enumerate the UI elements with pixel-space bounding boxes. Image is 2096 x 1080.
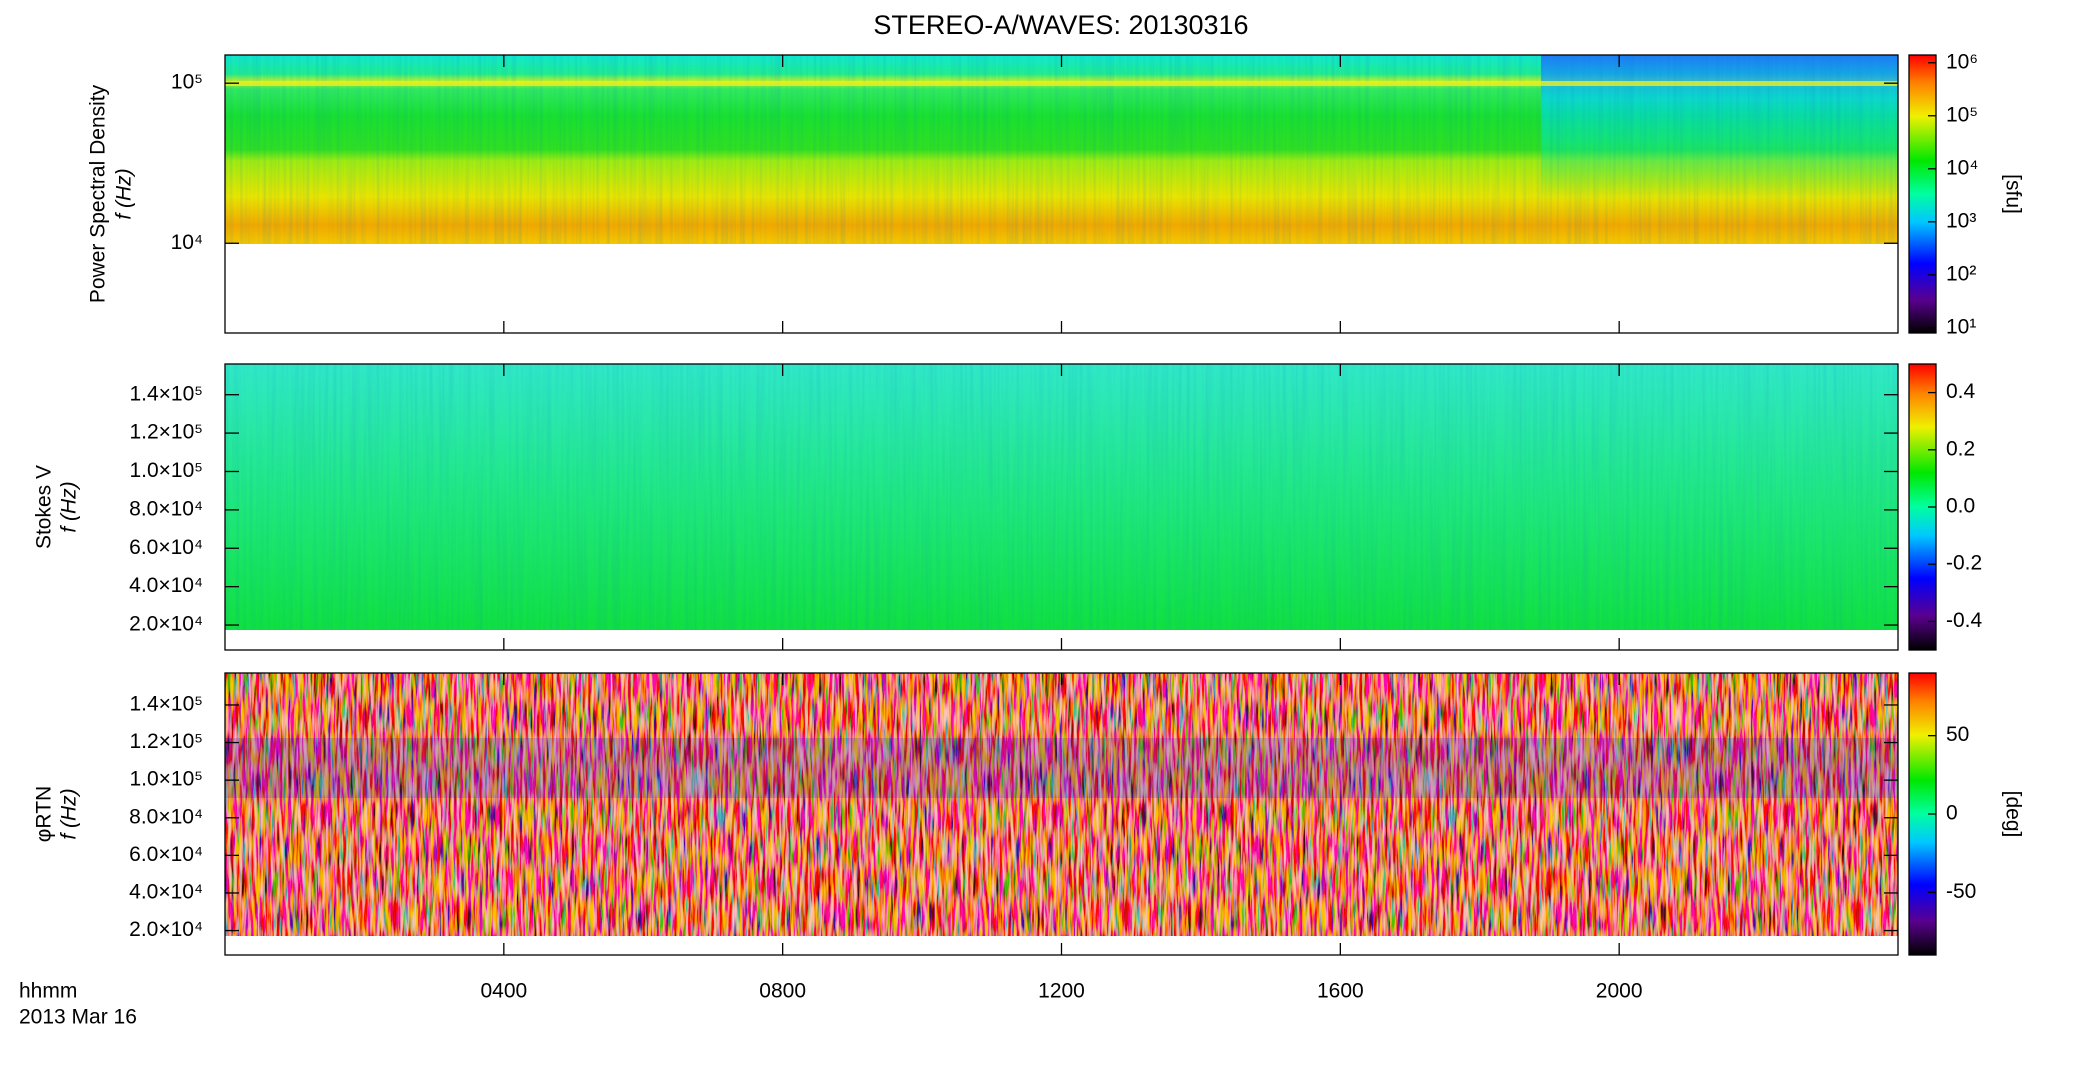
spectrogram-image bbox=[225, 55, 1898, 936]
y-tick-label: 4.0×10⁴ bbox=[129, 881, 203, 904]
y-tick-label: 8.0×10⁴ bbox=[129, 805, 203, 828]
colorbar-label: [deg] bbox=[2001, 791, 2024, 838]
colorbar-tick-label: 10⁶ bbox=[1946, 50, 1978, 73]
y-tick-label: 6.0×10⁴ bbox=[129, 843, 203, 866]
colorbar bbox=[1908, 54, 1937, 334]
colorbar-tick-label: 10¹ bbox=[1946, 315, 1976, 338]
x-axis-label: hhmm bbox=[19, 980, 77, 1003]
colorbar-tick-label: 0.2 bbox=[1946, 437, 1975, 460]
y-tick-label: 2.0×10⁴ bbox=[129, 613, 203, 636]
x-tick-label: 1600 bbox=[1317, 980, 1364, 1003]
y-tick-label: 1.2×10⁵ bbox=[129, 730, 203, 753]
y-axis-label: f (Hz) bbox=[113, 168, 136, 219]
colorbar-label: [sfu] bbox=[2001, 174, 2024, 214]
y-tick-label: 10⁵ bbox=[171, 71, 203, 94]
x-tick-label: 0800 bbox=[759, 980, 806, 1003]
y-tick-label: 2.0×10⁴ bbox=[129, 918, 203, 941]
y-tick-label: 1.4×10⁵ bbox=[129, 382, 203, 405]
y-tick-label: 1.0×10⁵ bbox=[129, 459, 203, 482]
y-tick-label: 10⁴ bbox=[171, 231, 203, 254]
y-tick-label: 1.2×10⁵ bbox=[129, 421, 203, 444]
colorbar-tick-label: 10² bbox=[1946, 262, 1976, 285]
colorbar-tick-label: -0.2 bbox=[1946, 552, 1982, 575]
colorbar-tick-label: 0.0 bbox=[1946, 495, 1975, 518]
chart-title: STEREO-A/WAVES: 20130316 bbox=[873, 10, 1248, 40]
y-tick-label: 8.0×10⁴ bbox=[129, 497, 203, 520]
y-tick-label: 4.0×10⁴ bbox=[129, 574, 203, 597]
colorbar-tick-label: -50 bbox=[1946, 880, 1976, 903]
colorbar-tick-label: 50 bbox=[1946, 723, 1969, 746]
colorbar-tick-label: 10⁵ bbox=[1946, 103, 1978, 126]
x-tick-label: 2000 bbox=[1596, 980, 1643, 1003]
x-tick-label: 0400 bbox=[480, 980, 527, 1003]
y-axis-label: φRTN bbox=[33, 786, 56, 842]
colorbar-tick-label: 10³ bbox=[1946, 209, 1976, 232]
y-axis-label: Power Spectral Density bbox=[87, 84, 110, 303]
colorbar-tick-label: -0.4 bbox=[1946, 609, 1983, 632]
y-tick-label: 1.0×10⁵ bbox=[129, 768, 203, 791]
colorbar-tick-label: 10⁴ bbox=[1946, 156, 1978, 179]
y-axis-label: f (Hz) bbox=[58, 481, 81, 532]
y-tick-label: 6.0×10⁴ bbox=[129, 536, 203, 559]
y-tick-label: 1.4×10⁵ bbox=[129, 693, 203, 716]
x-tick-label: 1200 bbox=[1038, 980, 1085, 1003]
colorbar-tick-label: 0.4 bbox=[1946, 380, 1976, 403]
y-axis-label: Stokes V bbox=[33, 465, 56, 549]
x-axis-sublabel: 2013 Mar 16 bbox=[19, 1006, 137, 1029]
colorbar-tick-label: 0 bbox=[1946, 802, 1958, 825]
y-axis-label: f (Hz) bbox=[58, 788, 81, 839]
